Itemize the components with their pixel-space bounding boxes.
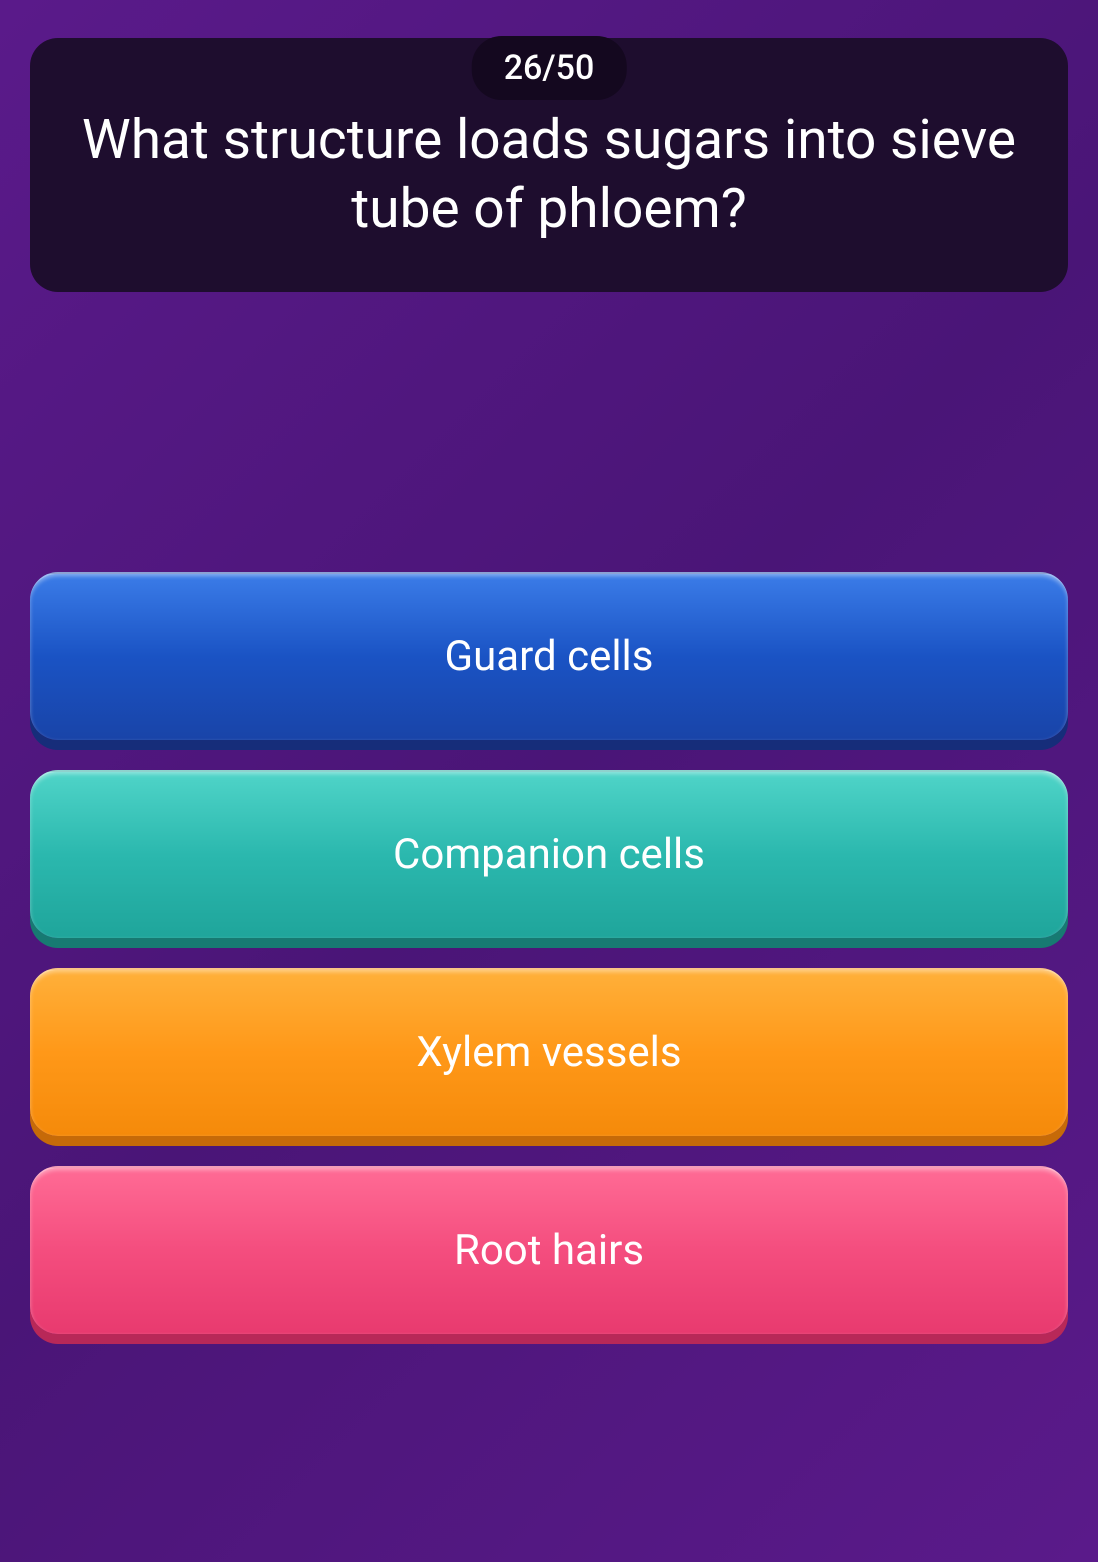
question-counter: 26/50 <box>504 48 595 88</box>
answer-label: Xylem vessels <box>416 1028 681 1077</box>
answer-option-3[interactable]: Xylem vessels <box>30 968 1068 1136</box>
answer-option-1[interactable]: Guard cells <box>30 572 1068 740</box>
answer-label: Root hairs <box>454 1226 644 1275</box>
answer-label: Companion cells <box>393 830 705 879</box>
answer-option-4[interactable]: Root hairs <box>30 1166 1068 1334</box>
question-counter-badge: 26/50 <box>472 36 627 100</box>
answers-list: Guard cells Companion cells Xylem vessel… <box>30 572 1068 1334</box>
quiz-container: 26/50 What structure loads sugars into s… <box>0 0 1098 1562</box>
question-text: What structure loads sugars into sieve t… <box>70 106 1028 244</box>
question-card: 26/50 What structure loads sugars into s… <box>30 38 1068 292</box>
answer-option-2[interactable]: Companion cells <box>30 770 1068 938</box>
answer-label: Guard cells <box>445 632 654 681</box>
